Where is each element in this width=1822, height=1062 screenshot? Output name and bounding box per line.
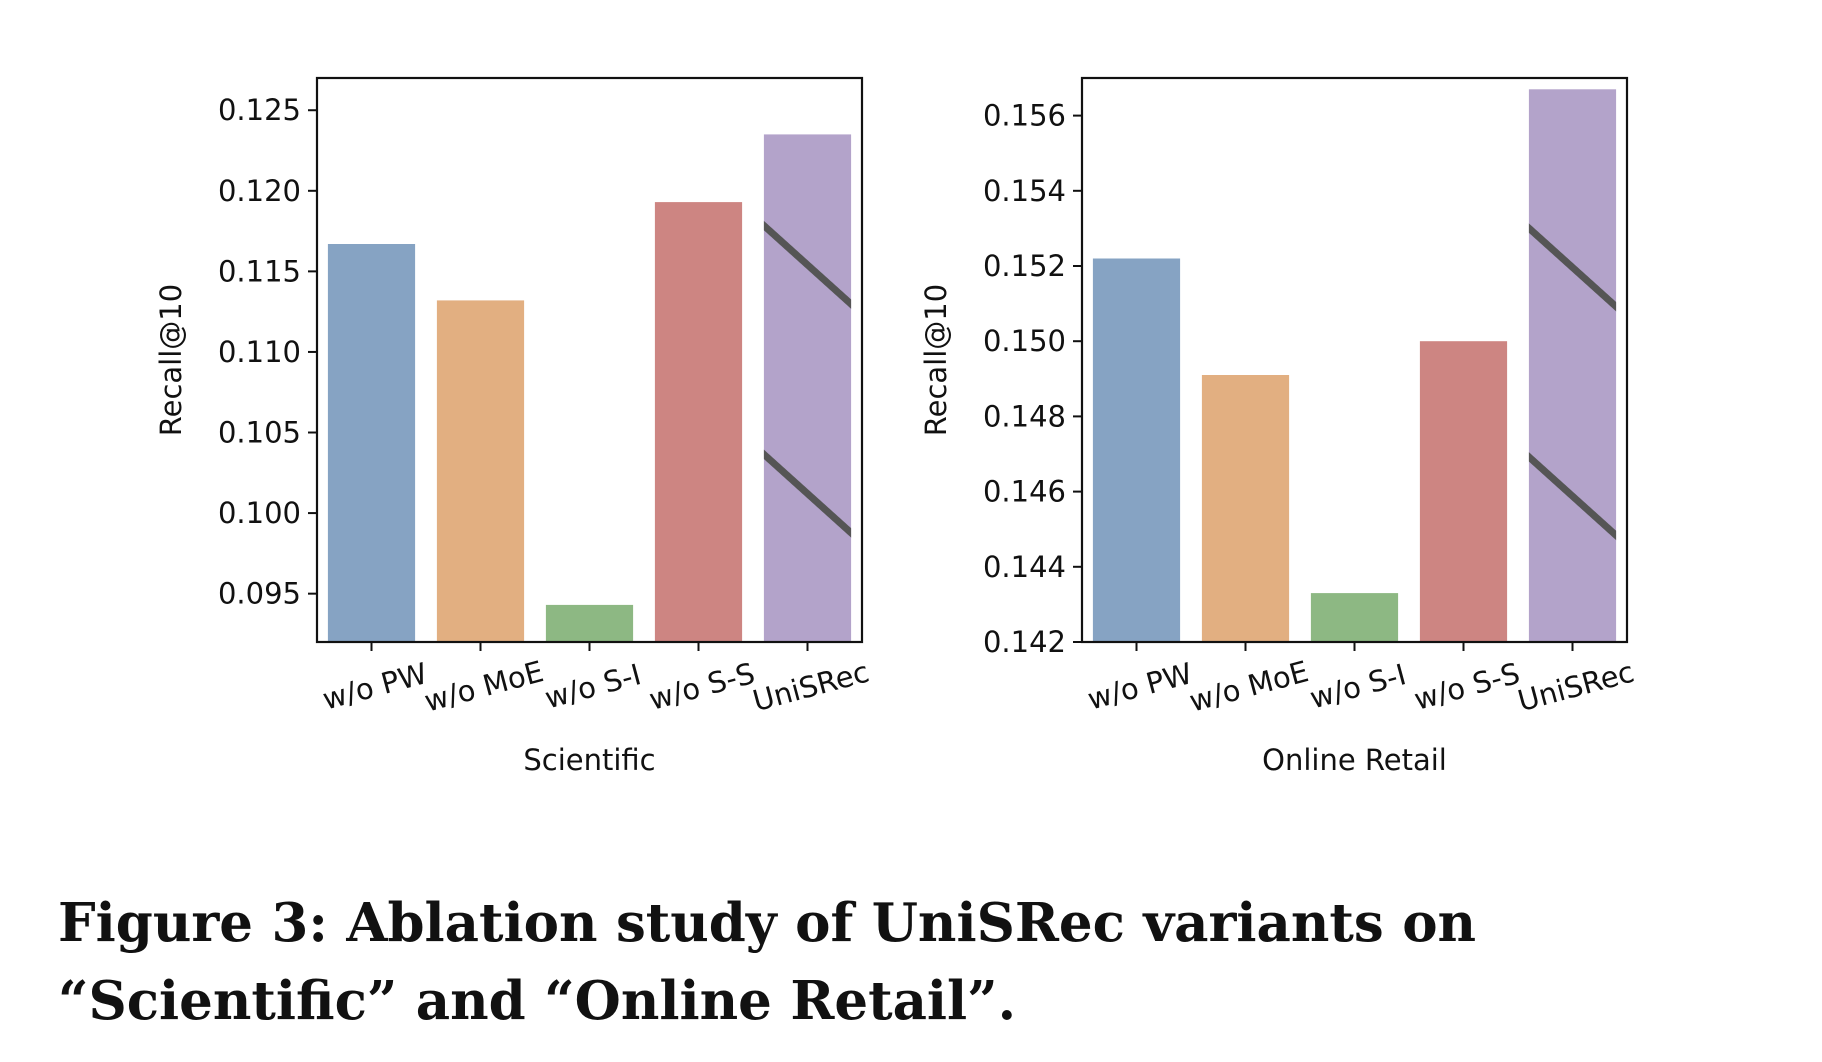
- bar-w-o-pw: [327, 244, 416, 642]
- y-tick-label: 0.115: [218, 254, 301, 288]
- y-tick-label: 0.154: [983, 174, 1066, 208]
- y-tick-label: 0.120: [218, 174, 301, 208]
- y-tick-label: 0.144: [983, 550, 1066, 584]
- y-tick-label: 0.105: [218, 416, 301, 450]
- y-axis-label: Recall@10: [919, 284, 953, 436]
- x-tick-label: w/o MoE: [1186, 654, 1312, 718]
- bar-w-o-pw: [1092, 258, 1181, 642]
- x-tick-label: w/o PW: [319, 656, 431, 716]
- bar-w-o-s-i: [1310, 593, 1399, 642]
- x-tick-label: w/o S-I: [1306, 657, 1409, 715]
- x-tick-label: UniSRec: [749, 655, 872, 719]
- bar-w-o-s-s: [654, 202, 743, 642]
- x-tick-label: w/o PW: [1084, 656, 1196, 716]
- y-tick-label: 0.110: [218, 335, 301, 369]
- chart-panel-2: 0.142 0.144 0.146 0.148 0.150 0.152 0.154 0.156…: [919, 76, 1638, 777]
- x-tick-label: w/o S-S: [645, 656, 758, 717]
- x-tick-label: w/o S-I: [541, 657, 644, 715]
- bar-w-o-s-s: [1419, 341, 1508, 642]
- y-tick-label: 0.152: [983, 249, 1066, 283]
- y-tick-label: 0.142: [983, 625, 1066, 659]
- y-tick-label: 0.148: [983, 399, 1066, 433]
- chart-panel-1: 0.095 0.100 0.105 0.110 0.115 0.120 0.125 w/o P…: [154, 76, 873, 777]
- figure-charts: 0.095 0.100 0.105 0.110 0.115 0.120 0.125 w/o P…: [154, 76, 1638, 777]
- x-tick-label: w/o S-S: [1410, 656, 1523, 717]
- y-tick-label: 0.125: [218, 93, 301, 127]
- bar-hatch-overlay: [763, 134, 852, 642]
- y-tick-label: 0.100: [218, 496, 301, 530]
- y-axis-label: Recall@10: [154, 284, 188, 436]
- x-tick-label: w/o MoE: [421, 654, 547, 718]
- y-tick-label: 0.156: [983, 99, 1066, 133]
- x-tick-label: UniSRec: [1514, 655, 1637, 719]
- bar-w-o-s-i: [545, 604, 634, 642]
- y-tick-label: 0.095: [218, 577, 301, 611]
- bar-hatch-overlay: [1528, 89, 1617, 643]
- x-axis-label: Online Retail: [1262, 743, 1447, 777]
- bar-w-o-moe: [1201, 375, 1290, 642]
- figure-caption: Figure 3: Ablation study of UniSRec vari…: [58, 892, 1477, 1032]
- bar-w-o-moe: [436, 300, 525, 642]
- y-tick-label: 0.146: [983, 475, 1066, 509]
- x-axis-label: Scientific: [523, 743, 655, 777]
- y-tick-label: 0.150: [983, 324, 1066, 358]
